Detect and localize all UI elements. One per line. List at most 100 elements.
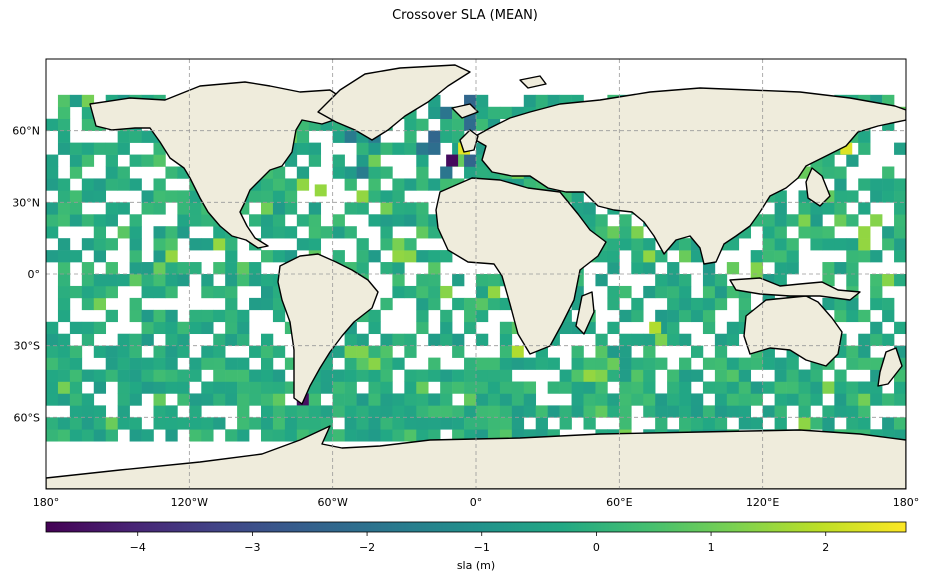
sla-cell <box>487 285 501 299</box>
landmass-africa <box>435 177 607 355</box>
sla-cell <box>404 250 417 263</box>
sla-cell <box>619 285 632 299</box>
sla-cell <box>595 226 608 239</box>
sla-cell <box>57 262 71 275</box>
sla-cell <box>261 202 274 215</box>
sla-cell <box>380 238 393 251</box>
sla-cell <box>57 190 71 203</box>
sla-cell <box>428 106 441 120</box>
sla-cell <box>261 333 274 346</box>
sla-cell <box>213 333 226 346</box>
sla-cell <box>177 369 190 382</box>
sla-cell <box>428 429 441 442</box>
sla-cell <box>189 321 202 335</box>
sla-cell <box>416 166 429 179</box>
sla-cell <box>750 357 763 370</box>
sla-cell <box>679 369 692 382</box>
sla-cell <box>476 118 489 131</box>
sla-cell <box>404 130 417 143</box>
sla-cell <box>655 417 668 430</box>
sla-cell <box>894 202 906 215</box>
sla-cell <box>57 285 71 299</box>
sla-cell <box>392 214 405 227</box>
sla-cell <box>356 429 369 442</box>
sla-cell <box>272 226 286 239</box>
sla-cell <box>46 345 59 358</box>
sla-cell <box>165 166 178 179</box>
sla-cell <box>464 309 477 323</box>
sla-cell <box>261 345 274 358</box>
sla-cell <box>679 417 692 430</box>
sla-cell <box>882 297 895 311</box>
sla-cell <box>332 369 345 382</box>
sla-cell <box>726 321 740 335</box>
sla-cell <box>308 381 322 394</box>
sla-cell <box>69 154 83 167</box>
sla-cell <box>201 285 214 299</box>
sla-cell <box>213 357 226 370</box>
sla-cell <box>261 369 274 382</box>
sla-cell <box>452 429 465 442</box>
sla-cell <box>213 238 226 251</box>
sla-cell <box>810 417 823 430</box>
sla-cell <box>404 333 417 346</box>
sla-cell <box>440 130 453 143</box>
sla-cell <box>416 321 429 335</box>
sla-cell <box>356 262 369 275</box>
sla-cell <box>165 417 178 430</box>
sla-cell <box>822 226 835 239</box>
sla-cell <box>380 429 393 442</box>
sla-cell <box>165 405 178 418</box>
sla-cell <box>535 94 548 108</box>
sla-cell <box>404 405 417 418</box>
sla-cell <box>308 417 322 430</box>
sla-cell <box>714 345 728 358</box>
sla-cell <box>368 381 381 394</box>
sla-cell <box>57 202 71 215</box>
sla-cell <box>416 393 429 406</box>
sla-cell <box>177 333 190 346</box>
sla-cell <box>559 417 572 430</box>
sla-cell <box>416 226 429 239</box>
sla-cell <box>702 357 716 370</box>
sla-cell <box>643 238 656 251</box>
sla-cell <box>165 274 178 287</box>
sla-cell <box>141 333 154 346</box>
sla-cell-notable <box>840 142 853 155</box>
sla-cell <box>774 274 787 287</box>
sla-cell <box>165 321 178 335</box>
sla-cell <box>882 309 895 323</box>
sla-cell <box>46 333 59 346</box>
sla-cell <box>380 142 393 155</box>
sla-cell <box>201 393 214 406</box>
sla-cell <box>547 405 560 418</box>
sla-cell <box>476 106 489 120</box>
sla-cell <box>667 333 680 346</box>
sla-cell <box>356 166 369 179</box>
sla-cell <box>643 285 656 299</box>
sla-cell <box>631 238 644 251</box>
sla-cell <box>69 429 83 442</box>
sla-cell <box>81 178 95 191</box>
sla-cell <box>583 417 596 430</box>
sla-cell <box>392 405 405 418</box>
sla-cell <box>846 154 859 167</box>
sla-cell <box>822 381 835 394</box>
lon-tick-label: 180° <box>33 496 60 509</box>
sla-cell <box>595 357 608 370</box>
sla-cell <box>559 321 572 335</box>
sla-cell <box>153 345 166 358</box>
sla-cell <box>117 202 130 215</box>
sla-cell <box>619 345 632 358</box>
sla-cell <box>237 381 250 394</box>
sla-cell <box>237 405 250 418</box>
sla-cell <box>464 357 477 370</box>
sla-cell <box>547 94 560 108</box>
sla-cell <box>129 393 142 406</box>
sla-cell <box>511 381 525 394</box>
sla-cell <box>153 250 166 263</box>
sla-cell <box>284 405 298 418</box>
sla-cell <box>810 214 823 227</box>
sla-cell <box>57 417 71 430</box>
sla-cell <box>416 309 429 323</box>
